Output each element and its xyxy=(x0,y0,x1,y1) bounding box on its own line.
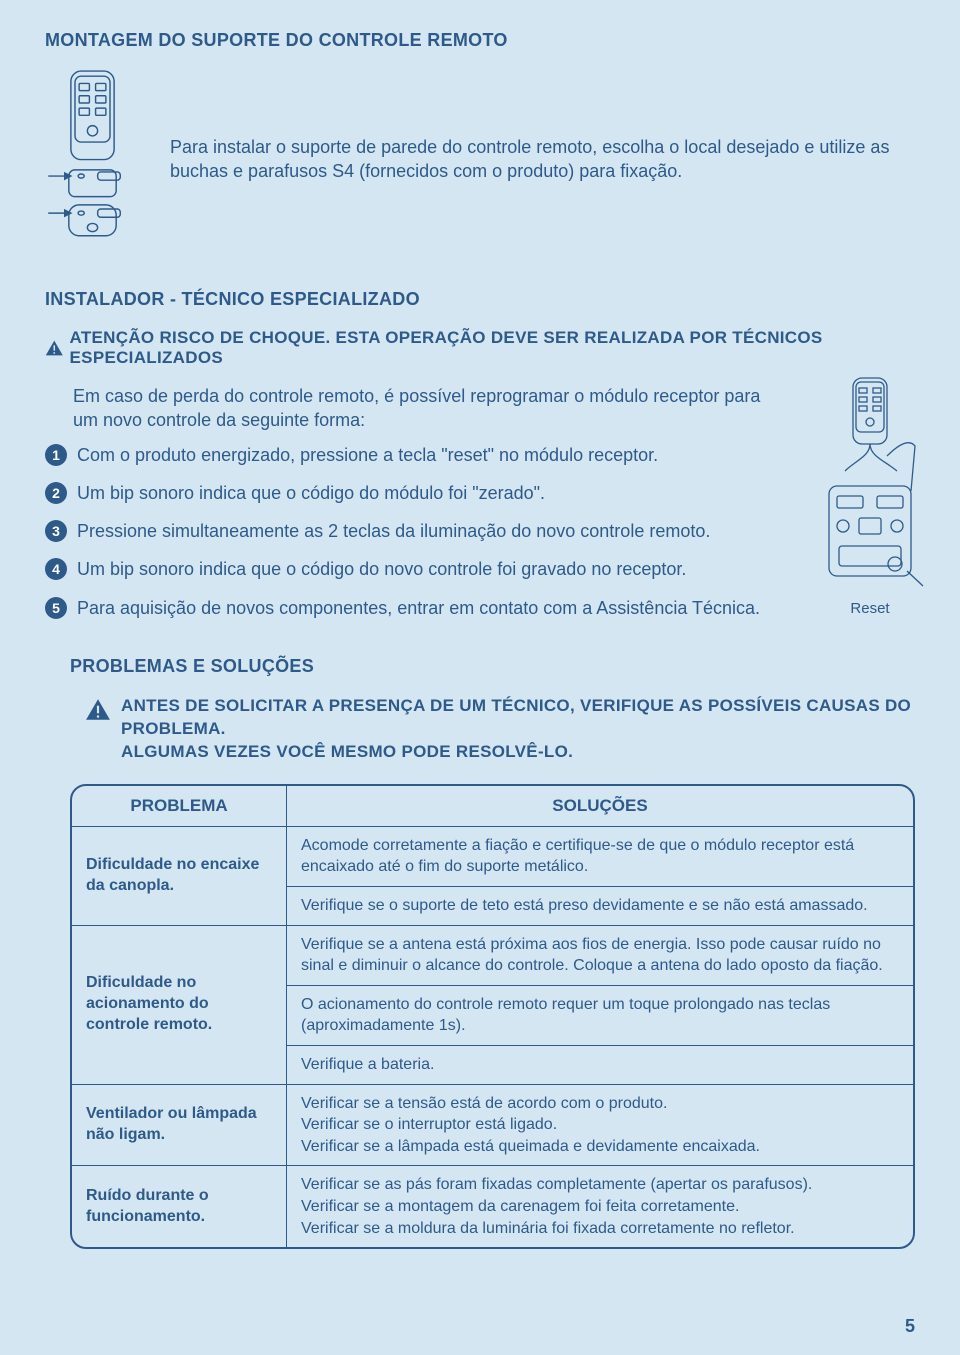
step-bullet: 5 xyxy=(45,597,67,619)
table-solution-cell: Verifique se o suporte de teto está pres… xyxy=(287,886,913,925)
table-solution-cell: O acionamento do controle remoto requer … xyxy=(287,985,913,1045)
section2-intro: Em caso de perda do controle remoto, é p… xyxy=(73,384,785,433)
section1-title: MONTAGEM DO SUPORTE DO CONTROLE REMOTO xyxy=(45,30,915,51)
step-bullet: 3 xyxy=(45,520,67,542)
steps-list: 1 Com o produto energizado, pressione a t… xyxy=(45,443,915,620)
step-text: Pressione simultaneamente as 2 teclas da… xyxy=(77,519,710,543)
receptor-caption: Reset xyxy=(815,600,925,617)
table-solution-cell: Acomode corretamente a fiação e certifiq… xyxy=(287,827,913,886)
table-problem-cell: Dificuldade no encaixe da canopla. xyxy=(72,827,287,925)
table-problem-cell: Ventilador ou lâmpada não ligam. xyxy=(72,1085,287,1166)
table-problem-cell: Ruído durante o funcionamento. xyxy=(72,1166,287,1247)
troubleshoot-table: PROBLEMA SOLUÇÕES Dificuldade no encaixe… xyxy=(70,784,915,1249)
section1-text: Para instalar o suporte de parede do con… xyxy=(170,135,915,184)
section2-title: INSTALADOR - TÉCNICO ESPECIALIZADO xyxy=(45,289,915,310)
warning-icon xyxy=(85,698,111,721)
receptor-diagram: Reset xyxy=(815,376,925,617)
step-bullet: 1 xyxy=(45,444,67,466)
section3-title: PROBLEMAS E SOLUÇÕES xyxy=(70,656,915,677)
section-mounting: MONTAGEM DO SUPORTE DO CONTROLE REMOTO xyxy=(45,30,915,249)
th-solution: SOLUÇÕES xyxy=(287,786,913,826)
th-problem: PROBLEMA xyxy=(72,786,287,826)
section3-warning-l1: ANTES DE SOLICITAR A PRESENÇA DE UM TÉCN… xyxy=(121,695,915,741)
table-problem-cell: Dificuldade no acionamento do controle r… xyxy=(72,926,287,1084)
page-number: 5 xyxy=(905,1316,915,1337)
warning-icon xyxy=(45,339,64,357)
table-solution-cell: Verificar se as pás foram fixadas comple… xyxy=(287,1166,913,1247)
step-text: Para aquisição de novos componentes, ent… xyxy=(77,596,760,620)
section3-warning-l2: ALGUMAS VEZES VOCÊ MESMO PODE RESOLVÊ-LO… xyxy=(121,741,915,764)
step-bullet: 2 xyxy=(45,482,67,504)
step-text: Com o produto energizado, pressione a te… xyxy=(77,443,658,467)
table-solution-cell: Verifique se a antena está próxima aos f… xyxy=(287,926,913,985)
table-solution-cell: Verificar se a tensão está de acordo com… xyxy=(287,1085,913,1166)
section-troubleshoot: PROBLEMAS E SOLUÇÕES ANTES DE SOLICITAR … xyxy=(45,656,915,1249)
step-text: Um bip sonoro indica que o código do nov… xyxy=(77,557,686,581)
section2-warning: ATENÇÃO RISCO DE CHOQUE. ESTA OPERAÇÃO D… xyxy=(70,328,915,368)
remote-mount-diagram xyxy=(45,69,140,249)
step-text: Um bip sonoro indica que o código do mód… xyxy=(77,481,545,505)
step-bullet: 4 xyxy=(45,558,67,580)
table-solution-cell: Verifique a bateria. xyxy=(287,1045,913,1084)
section-installer: INSTALADOR - TÉCNICO ESPECIALIZADO ATENÇ… xyxy=(45,289,915,620)
